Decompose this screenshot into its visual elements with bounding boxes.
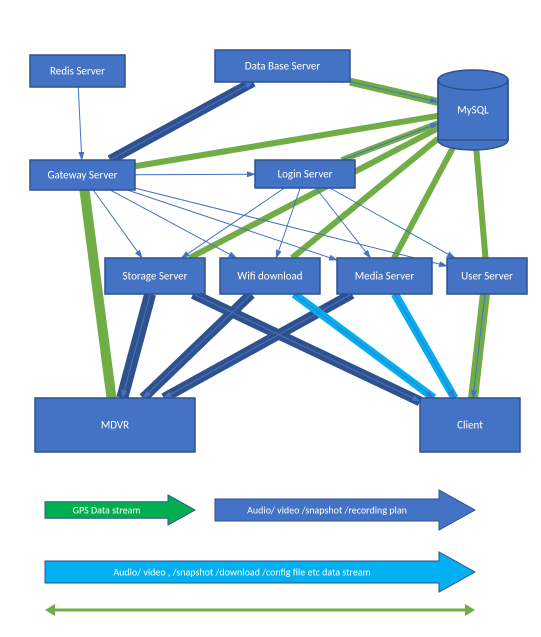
- node-redis: Redis Server: [30, 55, 125, 87]
- node-label-mysql: MySQL: [457, 104, 489, 117]
- node-media: Media Server: [337, 258, 432, 294]
- node-label-client: Client: [457, 419, 483, 432]
- node-login: Login Server: [255, 160, 355, 188]
- node-label-login: Login Server: [277, 168, 332, 181]
- node-label-user: User Server: [461, 270, 513, 283]
- node-wifi: Wifi download: [220, 258, 320, 294]
- legend-label: GPS Data stream: [73, 503, 141, 516]
- node-client: Client: [420, 398, 520, 452]
- node-mysql: MySQL: [438, 70, 508, 150]
- node-user: User Server: [447, 258, 527, 294]
- node-label-mdvr: MDVR: [101, 419, 129, 432]
- legend-label: Audio/ video /snapshot /recording plan: [247, 503, 407, 516]
- node-storage: Storage Server: [105, 258, 205, 294]
- node-label-storage: Storage Server: [123, 270, 188, 283]
- node-label-redis: Redis Server: [50, 65, 105, 78]
- node-label-dbserver: Data Base Server: [245, 60, 321, 73]
- node-mdvr: MDVR: [35, 398, 195, 452]
- architecture-diagram: Redis Server Data Base Server MySQL Gateway…: [0, 0, 541, 637]
- node-label-media: Media Server: [355, 270, 415, 283]
- legend-label: Audio/ video , /snapshot /download /conf…: [113, 565, 370, 578]
- node-gateway: Gateway Server: [30, 160, 135, 190]
- node-label-wifi: Wifi download: [237, 270, 302, 283]
- node-label-gateway: Gateway Server: [48, 169, 118, 182]
- node-dbserver: Data Base Server: [215, 50, 350, 82]
